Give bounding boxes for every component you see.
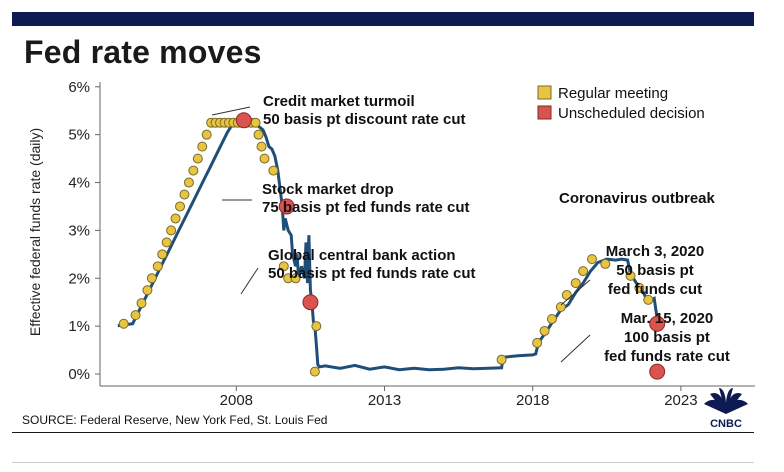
y-tick-label: 3%: [68, 222, 90, 239]
regular-meeting-point: [188, 165, 199, 176]
footer-divider: [12, 432, 754, 433]
unscheduled-decision-point: [235, 112, 252, 129]
unscheduled-decision-markers: [235, 112, 666, 380]
leader-line-credit: [211, 106, 251, 116]
y-tick-label: 4%: [68, 175, 90, 192]
unscheduled-decision-point: [649, 315, 666, 332]
regular-meeting-point: [532, 337, 543, 348]
annotation-stock-line2: 75 basis pt fed funds rate cut: [262, 199, 470, 216]
x-tick-label: 2018: [516, 392, 549, 409]
annotation-march15-line1: Mar. 15, 2020: [621, 310, 714, 327]
regular-meeting-point: [586, 254, 597, 265]
regular-meeting-point: [118, 318, 129, 329]
regular-meeting-point: [496, 354, 507, 365]
regular-meeting-point: [201, 129, 212, 140]
regular-meeting-point: [253, 129, 264, 140]
legend-swatch-unscheduled: [537, 105, 552, 120]
regular-meeting-point: [142, 285, 153, 296]
annotation-march3-line3: fed funds cut: [608, 281, 702, 298]
regular-meeting-point: [197, 141, 208, 152]
regular-meeting-point: [259, 153, 270, 164]
legend-label-regular: Regular meeting: [558, 85, 668, 102]
annotation-march3-line2: 50 basis pt: [616, 262, 694, 279]
regular-meeting-point: [152, 261, 163, 272]
regular-meeting-point: [570, 278, 581, 289]
annotation-credit-line2: 50 basis pt discount rate cut: [263, 111, 466, 128]
y-tick-label: 2%: [68, 270, 90, 287]
regular-meeting-point: [192, 153, 203, 164]
unscheduled-decision-point: [302, 294, 319, 311]
y-tick-label: 0%: [68, 366, 90, 383]
y-tick-group: 0% 1% 2% 3% 4% 5% 6%: [68, 79, 100, 383]
cnbc-logo-text: CNBC: [710, 418, 742, 430]
annotation-march15-line3: fed funds rate cut: [604, 348, 730, 365]
regular-meeting-point: [130, 310, 141, 321]
regular-meeting-point: [311, 321, 322, 332]
regular-meeting-point: [278, 261, 289, 272]
y-tick-label: 1%: [68, 318, 90, 335]
x-tick-label: 2008: [220, 392, 253, 409]
regular-meeting-point: [309, 366, 320, 377]
regular-meeting-point: [183, 177, 194, 188]
annotation-march3-line1: March 3, 2020: [606, 243, 704, 260]
unscheduled-decision-point: [278, 198, 295, 215]
regular-meeting-point: [161, 237, 172, 248]
y-axis-label: Effective federal funds rate (daily): [27, 128, 43, 336]
regular-meeting-point: [634, 282, 645, 293]
regular-meeting-point: [166, 225, 177, 236]
cnbc-logo: CNBC: [704, 388, 748, 430]
regular-meeting-point: [578, 266, 589, 277]
regular-meeting-point: [179, 189, 190, 200]
y-tick-label: 6%: [68, 79, 90, 96]
source-note: SOURCE: Federal Reserve, New York Fed, S…: [22, 413, 328, 427]
x-tick-label: 2013: [368, 392, 401, 409]
regular-meeting-point: [170, 213, 181, 224]
regular-meeting-point: [268, 165, 279, 176]
regular-meeting-point: [546, 313, 557, 324]
annotation-stock-line1: Stock market drop: [262, 181, 394, 198]
regular-meeting-point: [643, 294, 654, 305]
regular-meeting-point: [290, 273, 301, 284]
regular-meeting-point: [625, 270, 636, 281]
legend-swatch-regular: [537, 85, 552, 100]
regular-meeting-point: [561, 290, 572, 301]
leader-line-march15: [560, 334, 591, 363]
legend-label-unscheduled: Unscheduled decision: [558, 105, 705, 122]
y-tick-label: 5%: [68, 127, 90, 144]
regular-meeting-point: [175, 201, 186, 212]
bottom-rule: [12, 462, 754, 463]
annotation-global-line1: Global central bank action: [268, 247, 456, 264]
regular-meeting-point: [136, 298, 147, 309]
regular-meeting-point: [539, 325, 550, 336]
leader-line-global: [240, 267, 259, 295]
regular-meeting-point: [157, 249, 168, 260]
leader-line-march3: [560, 279, 591, 306]
regular-meeting-point: [146, 273, 157, 284]
regular-meeting-point: [555, 302, 566, 313]
annotation-global-line2: 50 basis pt fed funds rate cut: [268, 265, 476, 282]
rate-series-line: [117, 115, 659, 372]
annotation-credit-line1: Credit market turmoil: [263, 93, 415, 110]
regular-meeting-point: [600, 258, 611, 269]
unscheduled-decision-point: [649, 363, 666, 380]
page-title: Fed rate moves: [24, 34, 262, 70]
top-banner: [12, 12, 754, 26]
x-tick-label: 2023: [664, 392, 697, 409]
regular-meeting-point: [256, 141, 267, 152]
legend: Regular meeting Unscheduled decision: [537, 85, 705, 122]
regular-meeting-point: [250, 117, 261, 128]
annotation-march15-line2: 100 basis pt: [624, 329, 710, 346]
x-tick-group: 2008 2013 2018 2023: [220, 386, 698, 409]
annotation-coronavirus: Coronavirus outbreak: [559, 190, 716, 207]
annotations: Credit market turmoil 50 basis pt discou…: [262, 93, 730, 365]
